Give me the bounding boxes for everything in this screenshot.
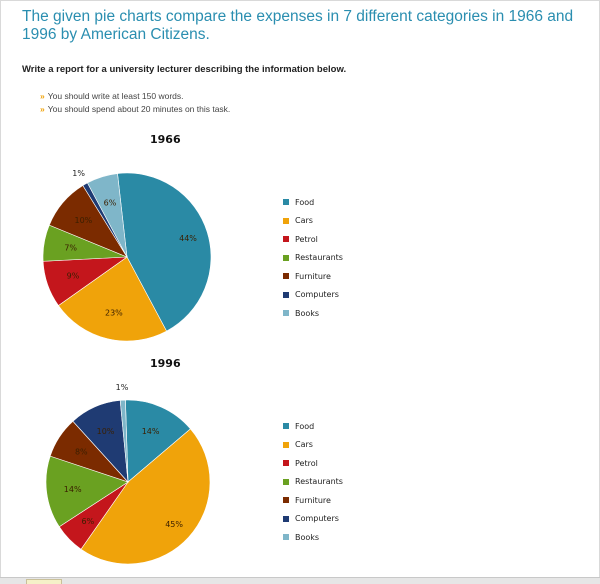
- legend-label: Cars: [295, 216, 313, 226]
- pie-slice-cars: [80, 428, 211, 565]
- legend-item-food: Food: [283, 193, 343, 212]
- pie-slice-books: [87, 173, 128, 258]
- legend-label: Cars: [295, 440, 313, 450]
- legend-item-books: Books: [283, 304, 343, 323]
- legend-item-cars: Cars: [283, 436, 343, 455]
- pie-chart-1996: 14% 45% 6% 14% 8% 10% 1%: [45, 383, 211, 565]
- pie-chart-1966: 44% 23% 9% 7% 10% 1% 6%: [42, 169, 212, 342]
- legend-swatch: [283, 199, 289, 206]
- pie-label-restaurants: 7%: [64, 243, 77, 252]
- bullet-arrow-icon: »: [40, 91, 45, 101]
- legend-label: Restaurants: [295, 253, 343, 263]
- legend-label: Restaurants: [295, 477, 343, 487]
- legend-label: Food: [295, 197, 315, 207]
- legend-item-restaurants: Restaurants: [283, 249, 343, 268]
- legend-item-food: Food: [283, 417, 343, 436]
- legend-label: Petrol: [295, 234, 318, 244]
- legend-label: Computers: [295, 290, 339, 300]
- pie-label-food: 14%: [142, 427, 160, 436]
- pie-label-restaurants: 14%: [64, 485, 82, 494]
- pie-label-books: 6%: [104, 199, 117, 208]
- chart-title-1996: 1996: [150, 357, 181, 370]
- legend-swatch: [283, 515, 289, 522]
- legend-label: Computers: [295, 514, 339, 524]
- chart-title-1966: 1966: [150, 133, 181, 146]
- pie-label-petrol: 6%: [82, 517, 95, 526]
- bullet-item: » You should write at least 150 words.: [40, 90, 230, 103]
- pie-slice-restaurants: [45, 455, 129, 528]
- pie-label-computers: 10%: [97, 427, 115, 436]
- task-instruction: Write a report for a university lecturer…: [22, 64, 347, 75]
- bullet-arrow-icon: »: [40, 104, 45, 114]
- page-heading: The given pie charts compare the expense…: [22, 8, 574, 43]
- legend-item-computers: Computers: [283, 510, 343, 529]
- legend-label: Furniture: [295, 495, 331, 505]
- legend-1996: Food Cars Petrol Restaurants Furniture Comput…: [283, 417, 343, 547]
- legend-swatch: [283, 217, 289, 224]
- legend-label: Furniture: [295, 271, 331, 281]
- legend-swatch: [283, 460, 289, 467]
- bottom-tab[interactable]: [26, 579, 62, 584]
- pie-slice-books: [119, 399, 129, 483]
- pie-label-petrol: 9%: [67, 272, 80, 281]
- bullet-item: » You should spend about 20 minutes on th…: [40, 103, 230, 116]
- legend-swatch: [283, 310, 289, 317]
- legend-item-petrol: Petrol: [283, 454, 343, 473]
- legend-item-books: Books: [283, 528, 343, 547]
- legend-swatch: [283, 236, 289, 243]
- pie-label-computers: 1%: [72, 169, 85, 178]
- bullet-text: You should spend about 20 minutes on thi…: [47, 104, 231, 114]
- legend-swatch: [283, 497, 289, 504]
- legend-swatch: [283, 534, 289, 541]
- bottom-scrollbar[interactable]: [0, 577, 600, 584]
- pie-label-books: 1%: [116, 383, 129, 392]
- legend-swatch: [283, 478, 289, 485]
- legend-swatch: [283, 441, 289, 448]
- legend-label: Books: [295, 532, 320, 542]
- pie-label-furniture: 10%: [75, 216, 93, 225]
- task-bullets: » You should write at least 150 words. » Y…: [40, 90, 230, 116]
- legend-swatch: [283, 273, 289, 280]
- legend-1966: Food Cars Petrol Restaurants Furniture Comput…: [283, 193, 343, 323]
- pie-slice-food: [125, 399, 191, 483]
- legend-label: Petrol: [295, 458, 318, 468]
- legend-item-restaurants: Restaurants: [283, 473, 343, 492]
- legend-label: Books: [295, 308, 320, 318]
- legend-swatch: [283, 423, 289, 430]
- pie-label-furniture: 8%: [75, 448, 88, 457]
- legend-swatch: [283, 254, 289, 261]
- bullet-text: You should write at least 150 words.: [47, 91, 184, 101]
- legend-item-petrol: Petrol: [283, 230, 343, 249]
- legend-item-computers: Computers: [283, 286, 343, 305]
- legend-label: Food: [295, 421, 315, 431]
- pie-slice-food: [117, 172, 212, 332]
- legend-swatch: [283, 291, 289, 298]
- pie-label-cars: 23%: [105, 309, 123, 318]
- pie-slice-cars: [58, 256, 167, 342]
- legend-item-furniture: Furniture: [283, 267, 343, 286]
- pie-label-food: 44%: [179, 234, 197, 243]
- legend-item-furniture: Furniture: [283, 491, 343, 510]
- legend-item-cars: Cars: [283, 212, 343, 231]
- pie-label-cars: 45%: [165, 520, 183, 529]
